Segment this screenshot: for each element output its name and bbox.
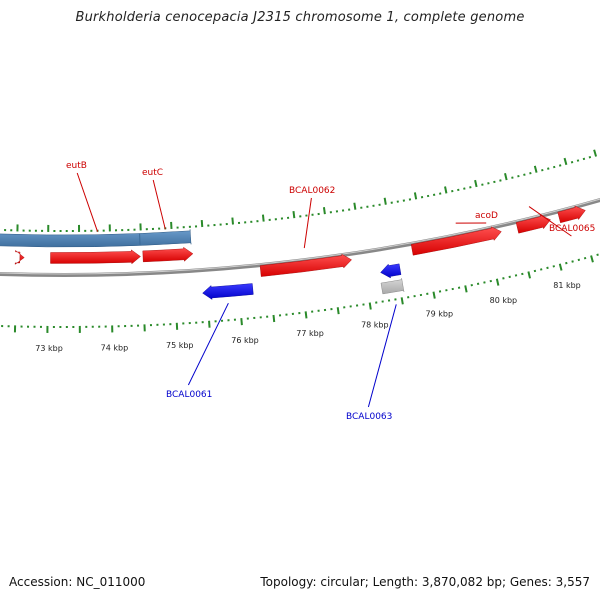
outer-tick-mark [593, 149, 598, 157]
outer-tick-mark [353, 202, 357, 210]
inner-tick-mark [336, 307, 340, 315]
inner-tick-mark [583, 256, 587, 260]
outer-tick-mark [552, 165, 556, 169]
inner-tick-mark [400, 297, 404, 305]
outer-tick-mark [547, 167, 550, 170]
gene-label-leader [528, 206, 572, 237]
accession-text: Accession: NC_011000 [9, 575, 146, 589]
outer-tick-mark [570, 160, 574, 164]
map-title: Burkholderia cenocepacia J2315 chromosom… [75, 10, 525, 25]
outer-tick-mark [533, 165, 538, 173]
genome-backbone-highlight [0, 198, 600, 275]
outer-tick-mark [504, 173, 508, 181]
gene-arrow-left-fwd [14, 249, 25, 265]
gene-arrow-BCAL0063 [380, 263, 402, 279]
gene-arrow-BCAL0061 [202, 283, 254, 300]
gene-label-acoD: acoD [475, 211, 498, 221]
inner-tick-mark [590, 255, 594, 263]
gene-label-BCAL0061: BCAL0061 [166, 390, 212, 400]
inner-tick-mark [464, 285, 468, 293]
inner-tick-mark [272, 314, 276, 323]
gene-label-leader [367, 304, 397, 408]
gene-arrow-acoD [410, 226, 502, 256]
outer-tick-mark [582, 157, 586, 161]
inner-tick-mark [565, 261, 568, 265]
outer-tick-mark [200, 219, 204, 228]
gene-arrow-BCAL0062 [259, 253, 352, 277]
misc-feature-band [0, 229, 192, 248]
inner-tick-mark [240, 318, 243, 326]
genome-summary-text: Topology: circular; Length: 3,870,082 bp… [260, 575, 590, 589]
outer-tick-mark [231, 217, 234, 225]
outer-tick-mark [576, 159, 580, 162]
gene-label-eutB: eutB [66, 161, 87, 171]
outer-tick-mark [261, 214, 265, 222]
outer-tick-mark [558, 164, 562, 167]
inner-tick-mark [527, 271, 531, 279]
kbp-tick-label: 73 kbp [35, 344, 63, 353]
inner-tick-mark [432, 291, 436, 299]
gene-arrow-eutB [50, 249, 141, 265]
kbp-tick-label: 76 kbp [231, 336, 259, 345]
outer-tick-mark [563, 157, 568, 166]
gene-label-eutC: eutC [142, 168, 163, 178]
gene-label-leader [187, 302, 229, 386]
gene-arrow-eutC [142, 246, 194, 263]
inner-tick-mark [558, 263, 563, 271]
gene-label-leader [303, 197, 312, 249]
inner-tick-mark [571, 260, 574, 263]
inner-tick-mark [304, 311, 308, 319]
inner-tick-mark [596, 253, 599, 256]
outer-tick-mark [588, 155, 592, 159]
outer-tick-mark [322, 207, 326, 215]
kbp-tick-label: 77 kbp [296, 329, 324, 338]
gene-label-BCAL0062: BCAL0062 [289, 186, 335, 196]
outer-tick-mark [444, 186, 448, 194]
inner-tick-mark [368, 302, 372, 310]
gene-label-leader [76, 172, 99, 232]
kbp-tick-label: 78 kbp [361, 320, 389, 329]
inner-tick-mark [495, 278, 500, 286]
outer-tick-mark [474, 179, 478, 188]
kbp-tick-label: 80 kbp [490, 296, 518, 305]
inner-tick-mark [577, 258, 581, 262]
kbp-tick-label: 75 kbp [166, 341, 194, 350]
outer-tick-mark [541, 168, 544, 172]
outer-tick-mark [413, 192, 418, 200]
outer-tick-mark [383, 197, 387, 205]
gene-label-leader [152, 179, 166, 230]
inner-tick-mark [208, 320, 211, 328]
kbp-tick-label: 74 kbp [101, 343, 129, 352]
kbp-tick-label: 79 kbp [426, 309, 454, 318]
gene-label-BCAL0063: BCAL0063 [346, 412, 392, 422]
kbp-tick-label: 81 kbp [553, 281, 581, 290]
outer-tick-mark [292, 211, 296, 219]
gene-arrow-right-fwd [557, 205, 586, 224]
gene-label-BCAL0065: BCAL0065 [549, 224, 595, 234]
rna-feature-band [380, 278, 405, 295]
